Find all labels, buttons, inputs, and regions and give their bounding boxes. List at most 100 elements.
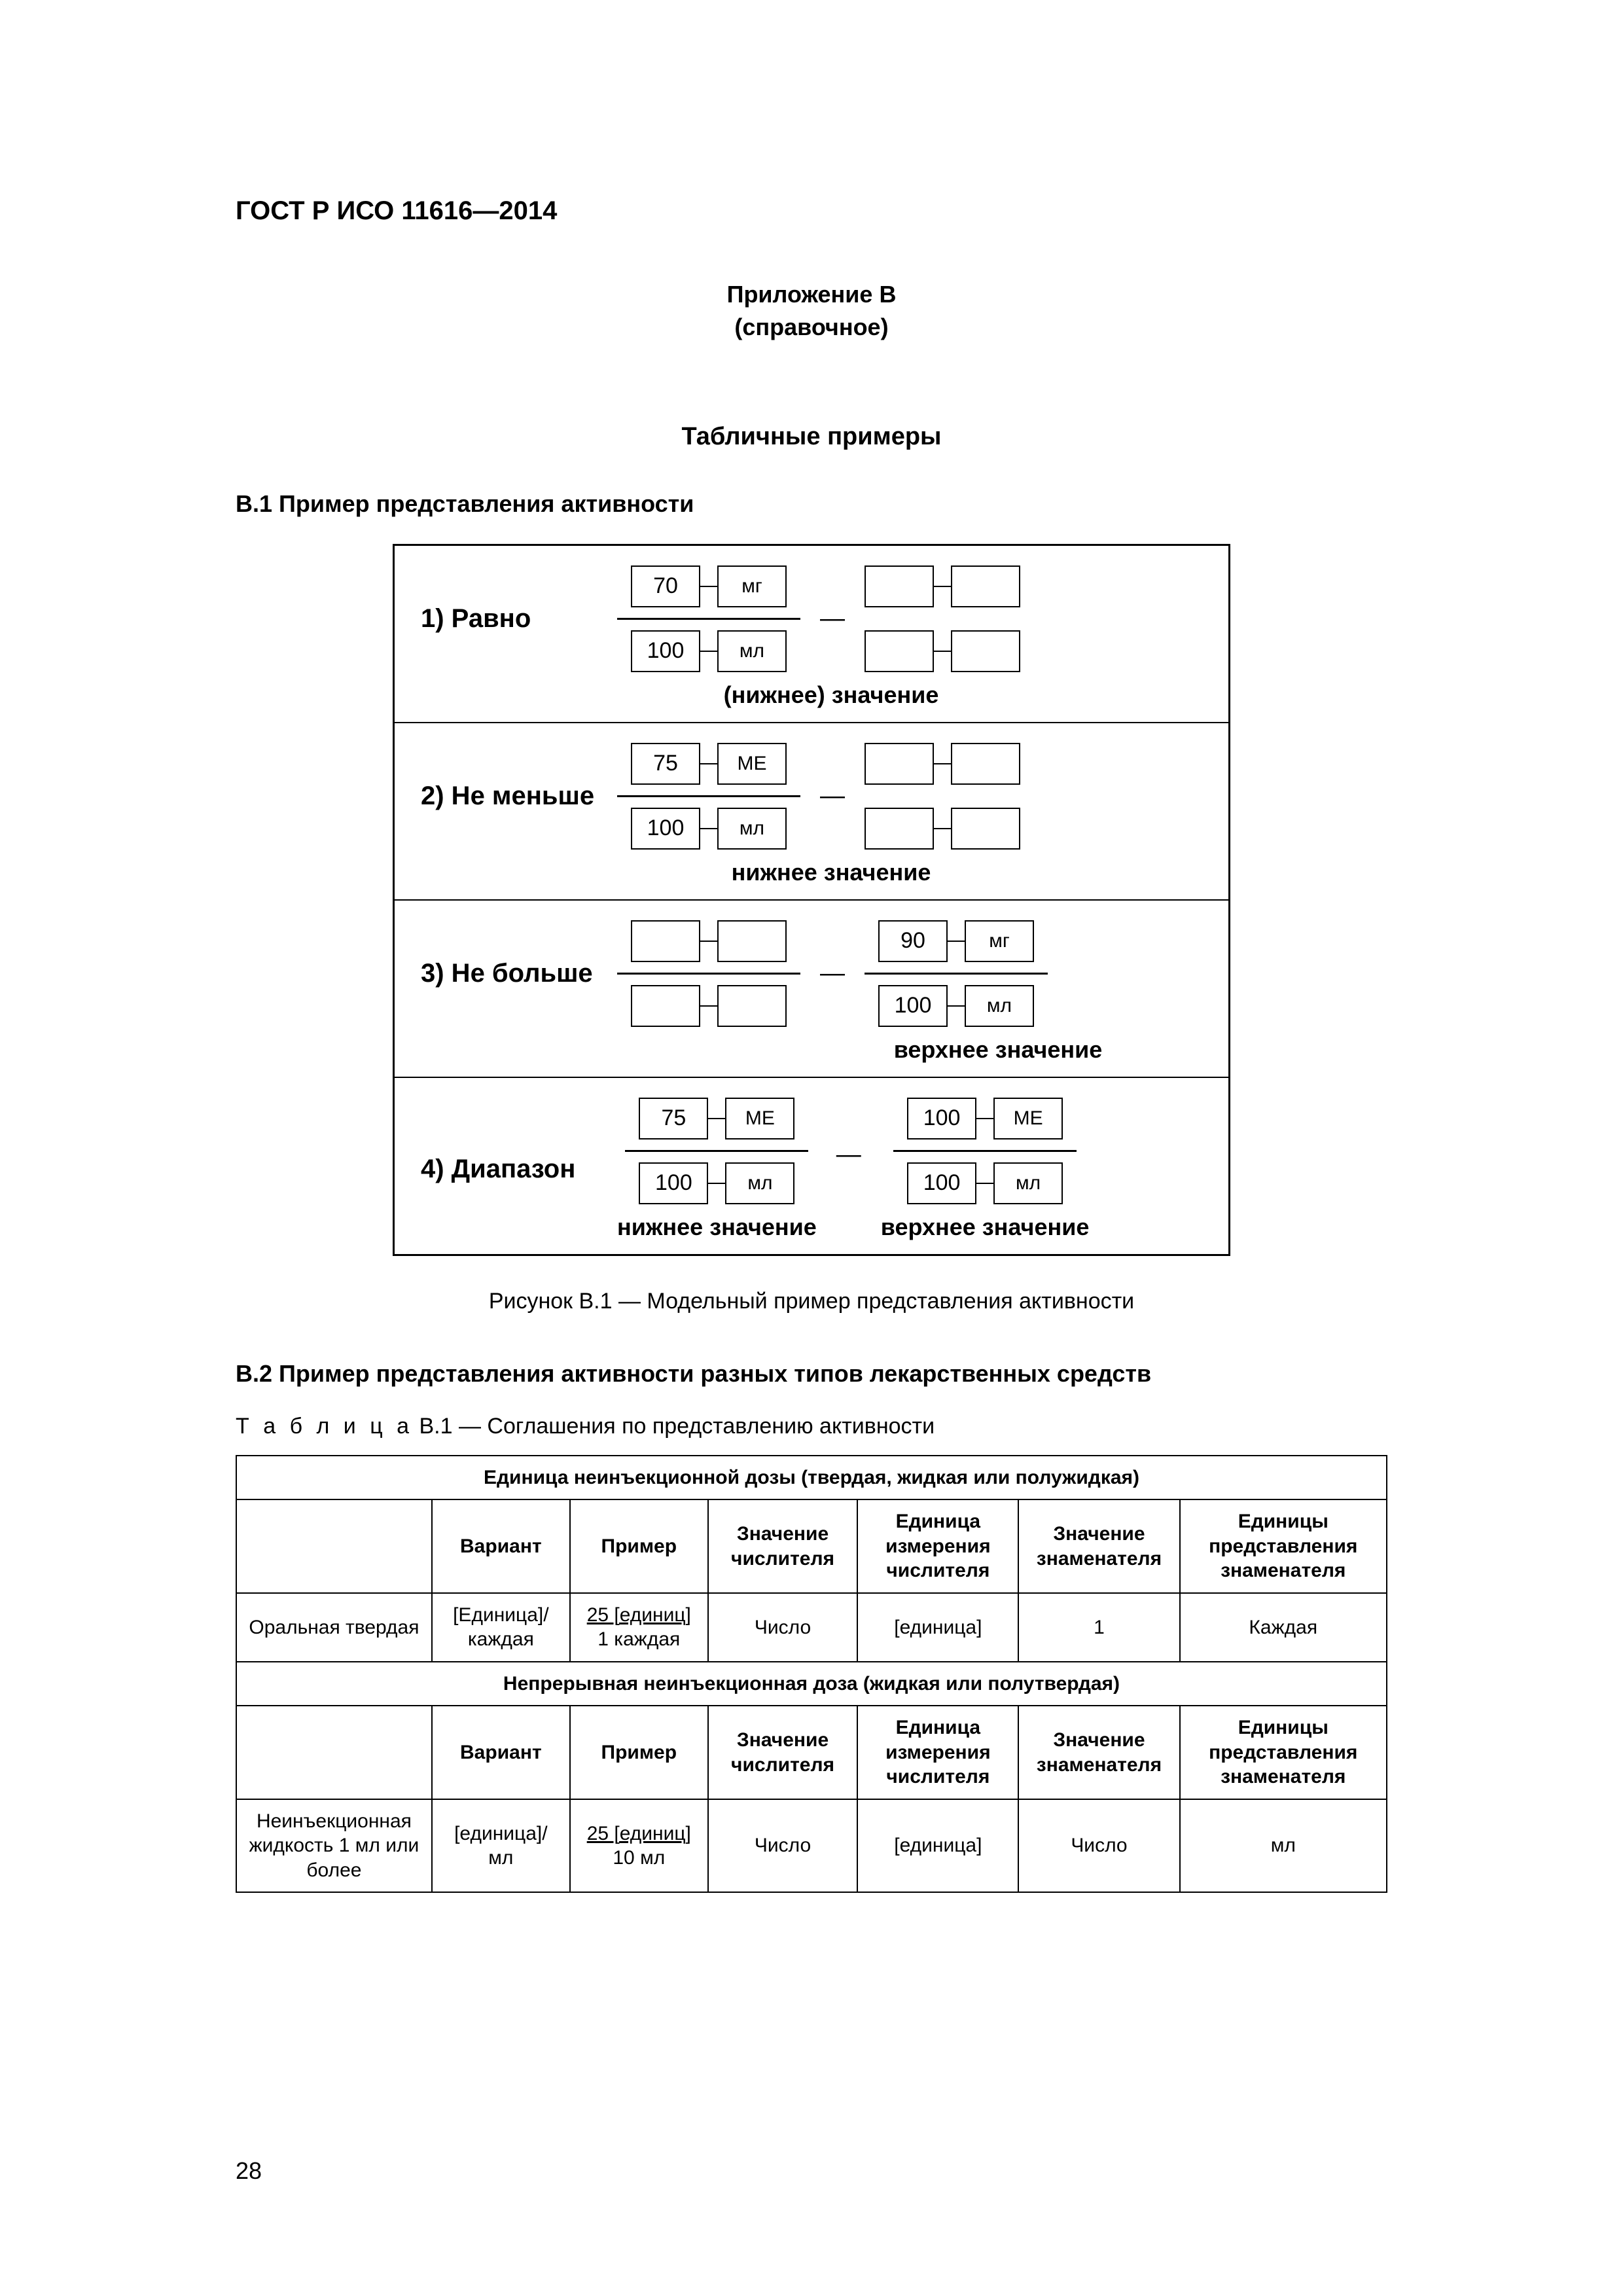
r4-right-num-val: 100 [907,1098,976,1139]
connector [700,828,717,829]
divider [617,618,800,620]
r1c6: Каждая [1180,1593,1387,1662]
col2-4: Единица измерения числителя [857,1706,1018,1799]
connector [948,941,965,942]
r2c4: [единица] [857,1799,1018,1893]
r2c0: Неинъекционная жидкость 1 мл или более [236,1799,432,1893]
b1-heading: В.1 Пример представления активности [236,490,1387,518]
r1c2-bot: 1 каждая [597,1628,680,1650]
r1-caption: (нижнее) значение [460,681,1202,709]
page-number: 28 [236,2157,262,2185]
r3-caption: верхнее значение [794,1036,1202,1064]
r1c0: Оральная твердая [236,1593,432,1662]
connector [700,941,717,942]
col2-1: Вариант [432,1706,570,1799]
r1c4: [единица] [857,1593,1018,1662]
table-label-rest: В.1 — Соглашения по представлению активн… [413,1414,935,1439]
col-5: Значение знаменателя [1018,1499,1179,1593]
appendix-line2: (справочное) [236,311,1387,344]
r3-left-num-val [631,920,700,962]
r1-right-num-unit [951,565,1020,607]
connector [708,1118,725,1119]
table-row: Неинъекционная жидкость 1 мл или более [… [236,1799,1387,1893]
r2c2-top: 25 [единиц] [587,1823,691,1844]
r1-left-num-val: 70 [631,565,700,607]
r1-left-num-unit: мг [717,565,787,607]
r3-right-den-unit: мл [965,985,1034,1027]
r4-left-den-val: 100 [639,1162,708,1204]
col-1: Вариант [432,1499,570,1593]
r2-right-num-val [865,743,934,785]
r4-left-den-unit: мл [725,1162,794,1204]
table-label: Т а б л и ц а В.1 — Соглашения по предст… [236,1414,1387,1439]
connector [700,763,717,764]
r1c5: 1 [1018,1593,1179,1662]
col2-5: Значение знаменателя [1018,1706,1179,1799]
group2-title: Непрерывная неинъекционная доза (жидкая … [236,1662,1387,1706]
r4-right-num-unit: МЕ [993,1098,1063,1139]
r3-left-den-unit [717,985,787,1027]
r1-left-den-val: 100 [631,630,700,672]
fig-row2-label: 2) Не меньше [421,781,617,811]
col2-2: Пример [570,1706,708,1799]
divider [617,795,800,797]
appendix-line1: Приложение В [236,278,1387,311]
dash-icon: — [816,960,849,988]
r2-right-den-val [865,808,934,850]
divider [617,973,800,975]
r4-right-caption: верхнее значение [881,1213,1090,1241]
r4-left-caption: нижнее значение [617,1213,817,1241]
connector [934,763,951,764]
r1-right-num-val [865,565,934,607]
r3-right-num-unit: мг [965,920,1034,962]
col-2: Пример [570,1499,708,1593]
r4-left-num-val: 75 [639,1098,708,1139]
r3-right-num-val: 90 [878,920,948,962]
fig-row1-label: 1) Равно [421,604,617,634]
r2-right-den-unit [951,808,1020,850]
r1-right-den-unit [951,630,1020,672]
figure-caption: Рисунок В.1 — Модельный пример представл… [236,1289,1387,1314]
r1-right-den-val [865,630,934,672]
connector [934,651,951,652]
r1c1: [Единица]/ каждая [432,1593,570,1662]
r2-left-num-unit: МЕ [717,743,787,785]
table-row: Оральная твердая [Единица]/ каждая 25 [е… [236,1593,1387,1662]
r2c5: Число [1018,1799,1179,1893]
connector [700,586,717,587]
connector [948,1005,965,1007]
r2-caption: нижнее значение [460,859,1202,886]
connector [934,586,951,587]
connector [708,1183,725,1184]
col-3: Значение числителя [708,1499,858,1593]
dash-icon: — [832,1141,865,1169]
r1-left-den-unit: мл [717,630,787,672]
doc-header: ГОСТ Р ИСО 11616—2014 [236,196,1387,226]
r4-right-den-unit: мл [993,1162,1063,1204]
col2-3: Значение числителя [708,1706,858,1799]
col-4: Единица измерения числителя [857,1499,1018,1593]
group1-title: Единица неинъекционной дозы (твердая, жи… [236,1456,1387,1500]
connector [700,1005,717,1007]
connector [700,651,717,652]
col-0 [236,1499,432,1593]
r2c2: 25 [единиц] 10 мл [570,1799,708,1893]
dash-icon: — [816,605,849,633]
fig-row3-label: 3) Не больше [421,959,617,988]
r2c3: Число [708,1799,858,1893]
connector [934,828,951,829]
figure-b1: 1) Равно 70 мг 100 [393,544,1230,1256]
r1c2-top: 25 [единиц] [587,1604,691,1626]
connector [976,1118,993,1119]
table-b1: Единица неинъекционной дозы (твердая, жи… [236,1455,1387,1893]
appendix-title: Приложение В (справочное) [236,278,1387,344]
r2c2-bot: 10 мл [613,1847,665,1869]
divider [865,973,1048,975]
col2-0 [236,1706,432,1799]
connector [976,1183,993,1184]
table-label-prefix: Т а б л и ц а [236,1414,413,1439]
b2-heading: В.2 Пример представления активности разн… [236,1360,1387,1388]
r1c2: 25 [единиц]1 каждая [570,1593,708,1662]
r2-left-den-unit: мл [717,808,787,850]
r2c1: [единица]/ мл [432,1799,570,1893]
